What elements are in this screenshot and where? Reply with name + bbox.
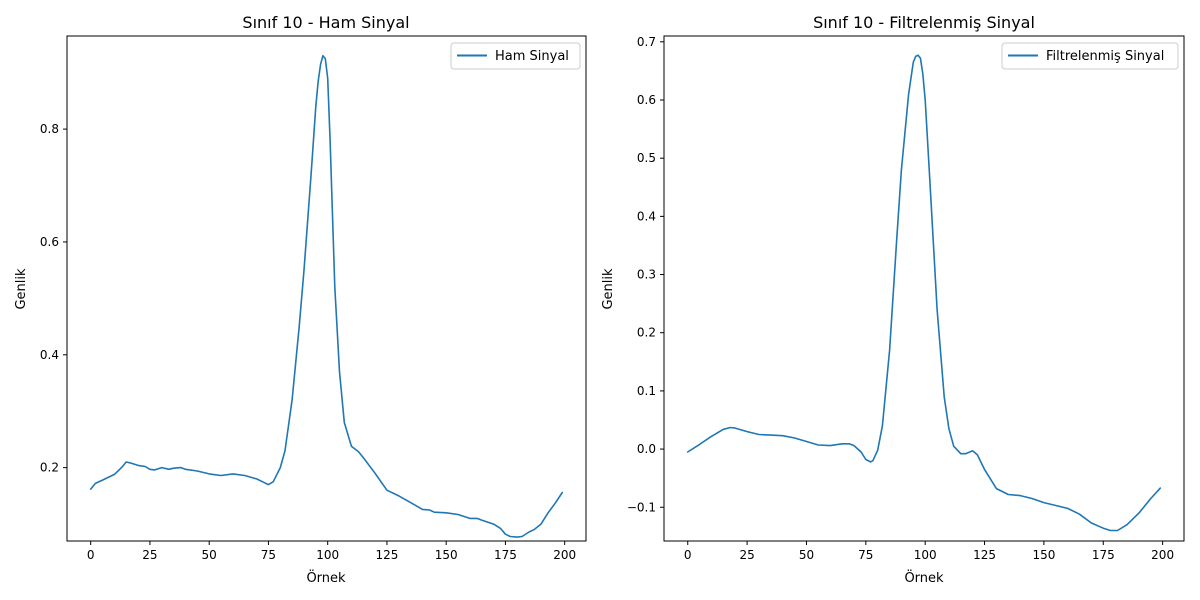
y-tick-label: 0.5: [637, 151, 656, 165]
axes-frame: [66, 35, 587, 542]
chart-title: Sınıf 10 - Filtrelenmiş Sinyal: [813, 13, 1035, 32]
x-tick-label: 50: [799, 548, 814, 562]
legend-box: [450, 42, 581, 70]
y-tick-label: 0.8: [40, 122, 59, 136]
x-tick-label: 175: [494, 548, 517, 562]
series-line: [686, 54, 1162, 532]
legend: Ham Sinyal: [450, 42, 581, 70]
y-tick-label: 0.7: [637, 35, 656, 49]
legend-box: [1001, 42, 1179, 70]
x-tick-label: 75: [261, 548, 276, 562]
x-tick-label: 75: [858, 548, 873, 562]
y-tick-label: 0.4: [40, 348, 59, 362]
y-tick-label: 0.6: [40, 235, 59, 249]
x-tick-label: 125: [973, 548, 996, 562]
x-axis-label: Örnek: [904, 569, 944, 586]
plot-area: [686, 54, 1162, 532]
x-tick-label: 200: [553, 548, 576, 562]
y-tick-label: 0.1: [637, 384, 656, 398]
x-tick-label: 125: [375, 548, 398, 562]
x-tick-label: 100: [914, 548, 937, 562]
x-tick-label: 100: [316, 548, 339, 562]
y-tick-label: 0.3: [637, 268, 656, 282]
x-tick-label: 25: [739, 548, 754, 562]
chart-title: Sınıf 10 - Ham Sinyal: [242, 13, 409, 32]
y-axis-label: Genlik: [601, 268, 616, 310]
x-tick-label: 0: [87, 548, 95, 562]
plot-area: [89, 54, 564, 538]
y-tick-label: 0.2: [40, 461, 59, 475]
tick-group: 0 25 50 75 100 125 150 175 200 −0.1 0.0 0.1 0.2 0.3 0.…: [627, 35, 1174, 562]
legend: Filtrelenmiş Sinyal: [1001, 42, 1179, 70]
x-tick-label: 25: [142, 548, 157, 562]
y-tick-label: 0.0: [637, 442, 656, 456]
chart-raw-signal: Sınıf 10 - Ham Sinyal 0 25 50 75 100 125 150 17…: [14, 13, 587, 586]
x-axis-label: Örnek: [306, 569, 346, 586]
y-tick-label: 0.6: [637, 93, 656, 107]
chart-filtered-signal: Sınıf 10 - Filtrelenmiş Sinyal 0 25 50 75 10…: [601, 13, 1185, 586]
x-tick-label: 175: [1092, 548, 1115, 562]
x-tick-label: 200: [1151, 548, 1174, 562]
y-tick-label: 0.2: [637, 326, 656, 340]
x-tick-label: 150: [1032, 548, 1055, 562]
legend-label: Ham Sinyal: [495, 49, 569, 64]
y-axis-label: Genlik: [14, 268, 29, 310]
series-line: [89, 54, 564, 538]
legend-label: Filtrelenmiş Sinyal: [1046, 49, 1164, 64]
tick-group: 0 25 50 75 100 125 150 175 200 0.2 0.4 0.6 0.8: [40, 122, 576, 562]
x-tick-label: 50: [202, 548, 217, 562]
x-tick-label: 150: [435, 548, 458, 562]
y-tick-label: 0.4: [637, 209, 656, 223]
axes-frame: [663, 35, 1185, 542]
x-tick-label: 0: [684, 548, 692, 562]
y-tick-label: −0.1: [627, 500, 656, 514]
